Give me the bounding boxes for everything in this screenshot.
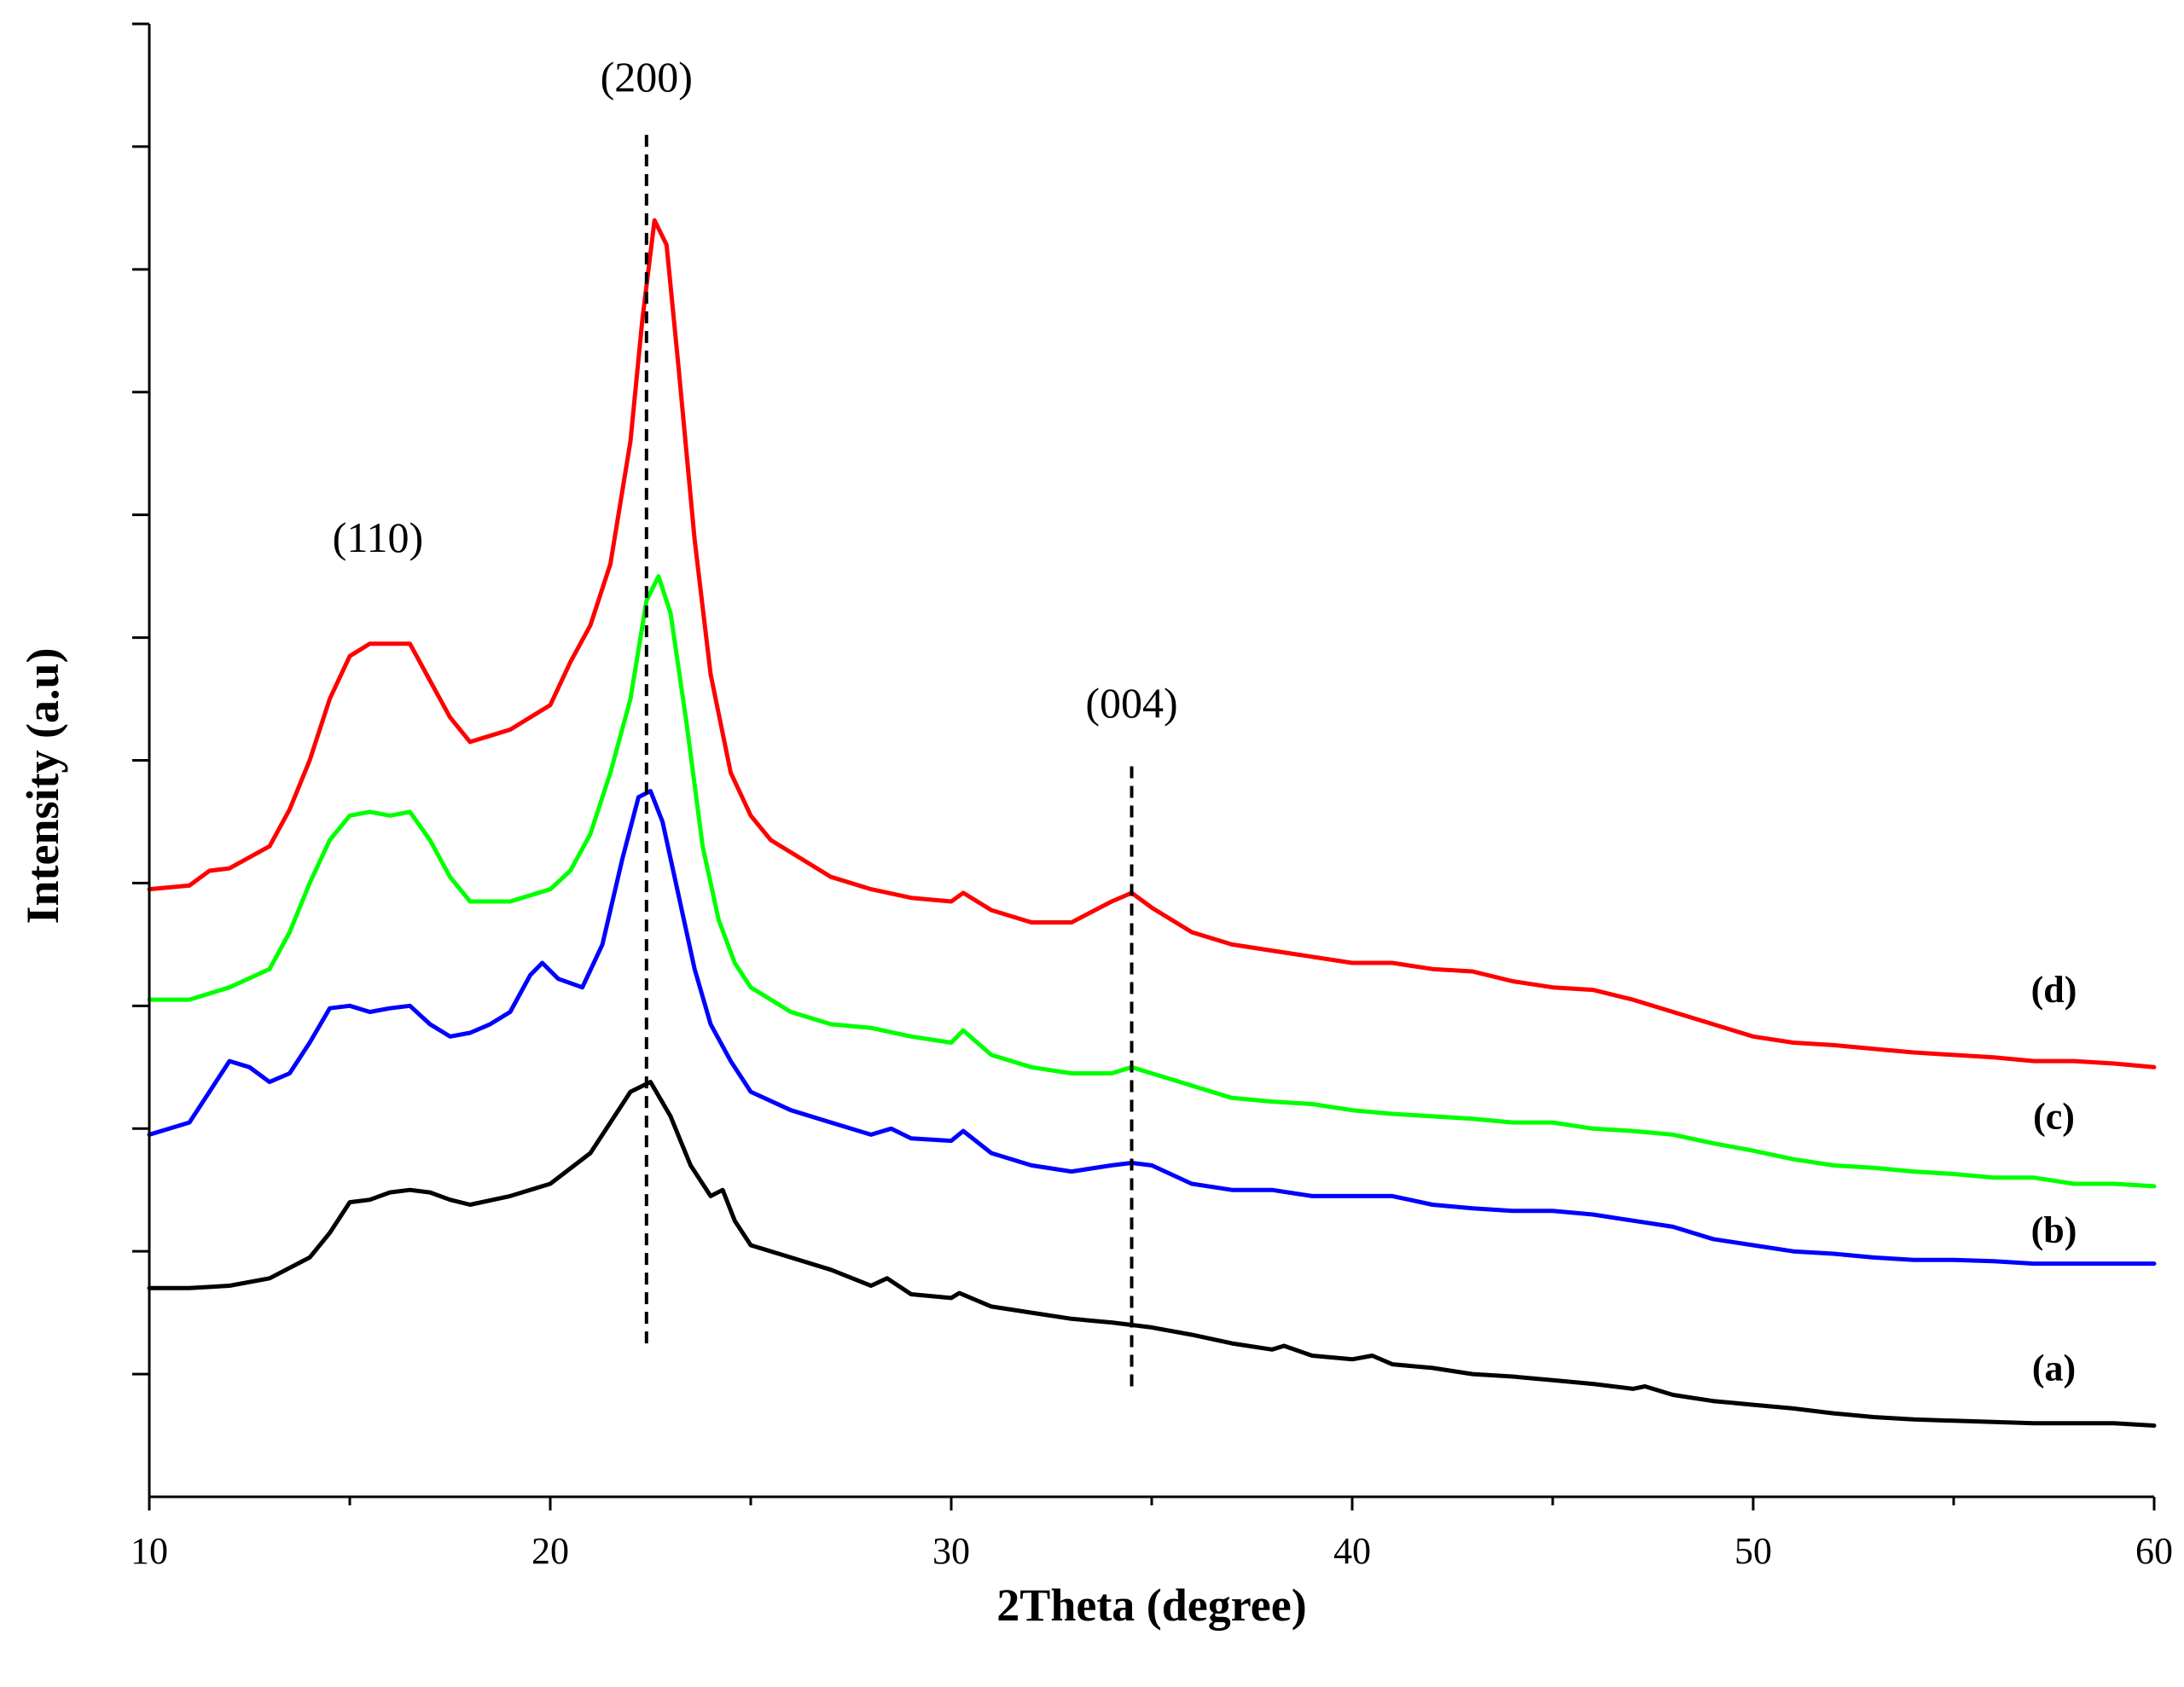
series-line-a <box>147 1080 2157 1428</box>
series-line-b <box>147 789 2157 1267</box>
series-group <box>147 217 2157 1428</box>
series-line-d <box>147 217 2157 1070</box>
x-tick-label: 50 <box>1734 1530 1772 1572</box>
plot-area <box>147 134 2157 1428</box>
x-axis-ticks: 10 20 30 40 50 60 <box>131 1497 2173 1572</box>
series-label-d: (d) <box>2031 969 2077 1011</box>
peak-annotations: (200) (004) (110) <box>333 53 1178 727</box>
peak-label-004: (004) <box>1085 679 1177 727</box>
x-tick-label: 40 <box>1333 1530 1371 1572</box>
peak-label-110: (110) <box>333 513 423 561</box>
x-axis-title: 2Theta (degree) <box>996 1580 1306 1631</box>
series-labels: (a) (b) (c) (d) <box>2031 969 2077 1388</box>
x-tick-label: 30 <box>932 1530 970 1572</box>
series-line-c <box>147 574 2157 1189</box>
y-axis-ticks <box>132 22 149 1376</box>
y-axis-title: Intensity (a.u) <box>17 647 68 924</box>
series-label-c: (c) <box>2033 1095 2075 1137</box>
x-tick-label: 20 <box>531 1530 569 1572</box>
series-label-a: (a) <box>2032 1347 2076 1388</box>
reference-lines <box>644 134 1134 1387</box>
axes: 10 20 30 40 50 60 <box>131 22 2173 1572</box>
x-tick-label: 10 <box>131 1530 168 1572</box>
labels: 2Theta (degree) Intensity (a.u) (200) (00… <box>17 53 2077 1631</box>
peak-label-200: (200) <box>601 53 693 101</box>
x-tick-label: 60 <box>2135 1530 2173 1572</box>
series-label-b: (b) <box>2031 1209 2077 1251</box>
